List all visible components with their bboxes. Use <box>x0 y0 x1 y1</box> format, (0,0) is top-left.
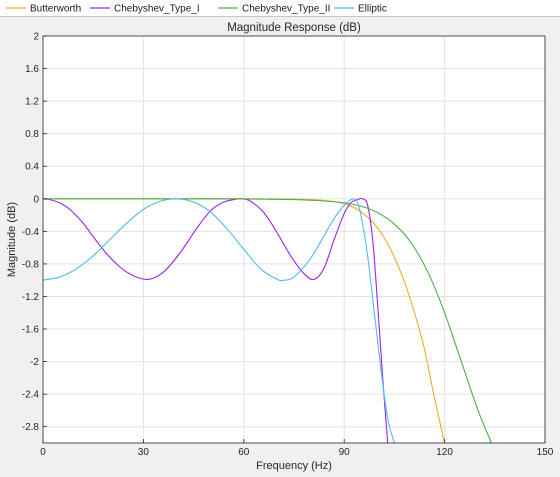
x-tick-label: 90 <box>339 447 351 458</box>
y-tick-label: 1.6 <box>25 64 39 75</box>
y-tick-label: 0.8 <box>25 129 39 140</box>
y-tick-label: -2.8 <box>22 422 40 433</box>
y-tick-label: 0.4 <box>25 162 39 173</box>
axes-ticks: 0 30 60 90 120 150 2 1.6 1.2 0.8 0.4 0 -0.4 -0.8 -1.2 -… <box>22 32 554 459</box>
y-axis-label: Magnitude (dB) <box>6 202 18 277</box>
plot-area <box>43 36 545 443</box>
y-tick-label: -0.8 <box>22 259 40 270</box>
chart-title: Magnitude Response (dB) <box>227 22 361 34</box>
x-axis-label: Frequency (Hz) <box>256 460 332 472</box>
legend-entry: Elliptic <box>358 4 387 15</box>
x-tick-label: 0 <box>40 447 46 458</box>
y-tick-label: 0 <box>33 194 39 205</box>
y-tick-label: -2.4 <box>22 390 40 401</box>
y-tick-label: -2 <box>30 357 39 368</box>
legend-entry: Butterworth <box>30 4 81 15</box>
y-tick-label: -1.6 <box>22 325 40 336</box>
y-tick-label: 1.2 <box>25 97 39 108</box>
plot-frame <box>42 35 546 444</box>
series-line-elliptic <box>43 198 395 443</box>
legend: Butterworth Chebyshev_Type_I Chebyshev_Typ… <box>6 4 387 15</box>
x-tick-label: 150 <box>537 447 554 458</box>
series-line-chebyshev-type-i <box>43 197 389 443</box>
series-line-chebyshev-type-ii <box>43 198 492 443</box>
series-group <box>43 197 492 443</box>
x-tick-label: 120 <box>436 447 453 458</box>
x-tick-label: 60 <box>238 447 250 458</box>
y-tick-label: 2 <box>33 32 39 43</box>
legend-entry: Chebyshev_Type_II <box>242 4 330 15</box>
y-tick-label: -1.2 <box>22 292 40 303</box>
legend-entry: Chebyshev_Type_I <box>114 4 200 15</box>
x-tick-label: 30 <box>138 447 150 458</box>
y-tick-label: -0.4 <box>22 227 40 238</box>
legend-background <box>0 0 560 17</box>
